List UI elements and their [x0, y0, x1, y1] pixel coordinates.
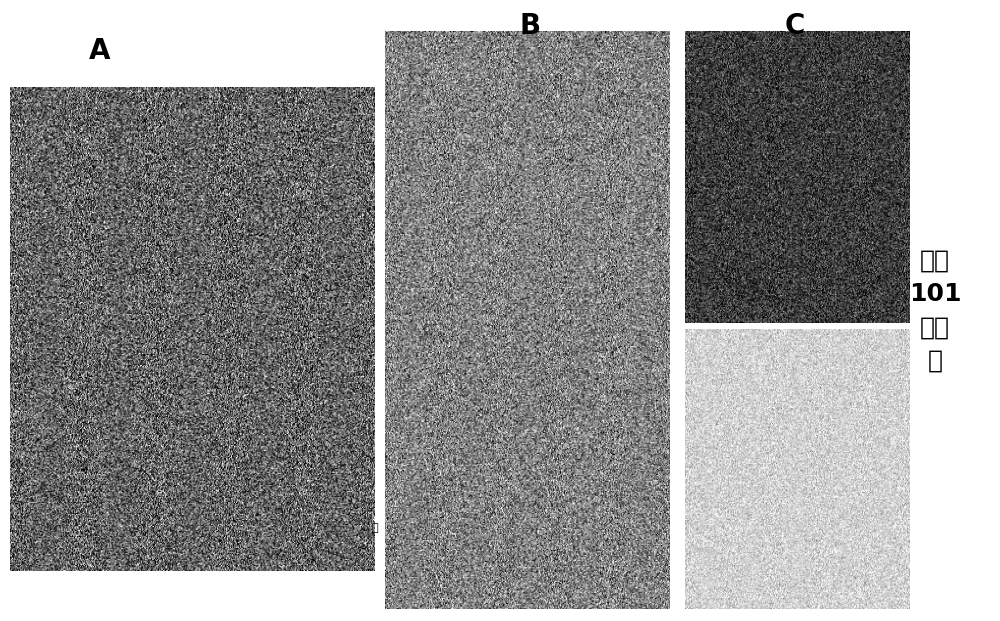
Text: 桂星
101
长豆
角: 桂星 101 长豆 角 — [909, 248, 961, 373]
Text: A: A — [89, 37, 111, 65]
Text: C: C — [785, 12, 805, 40]
Text: 桂: 桂 — [372, 523, 378, 533]
Text: B: B — [519, 12, 541, 40]
